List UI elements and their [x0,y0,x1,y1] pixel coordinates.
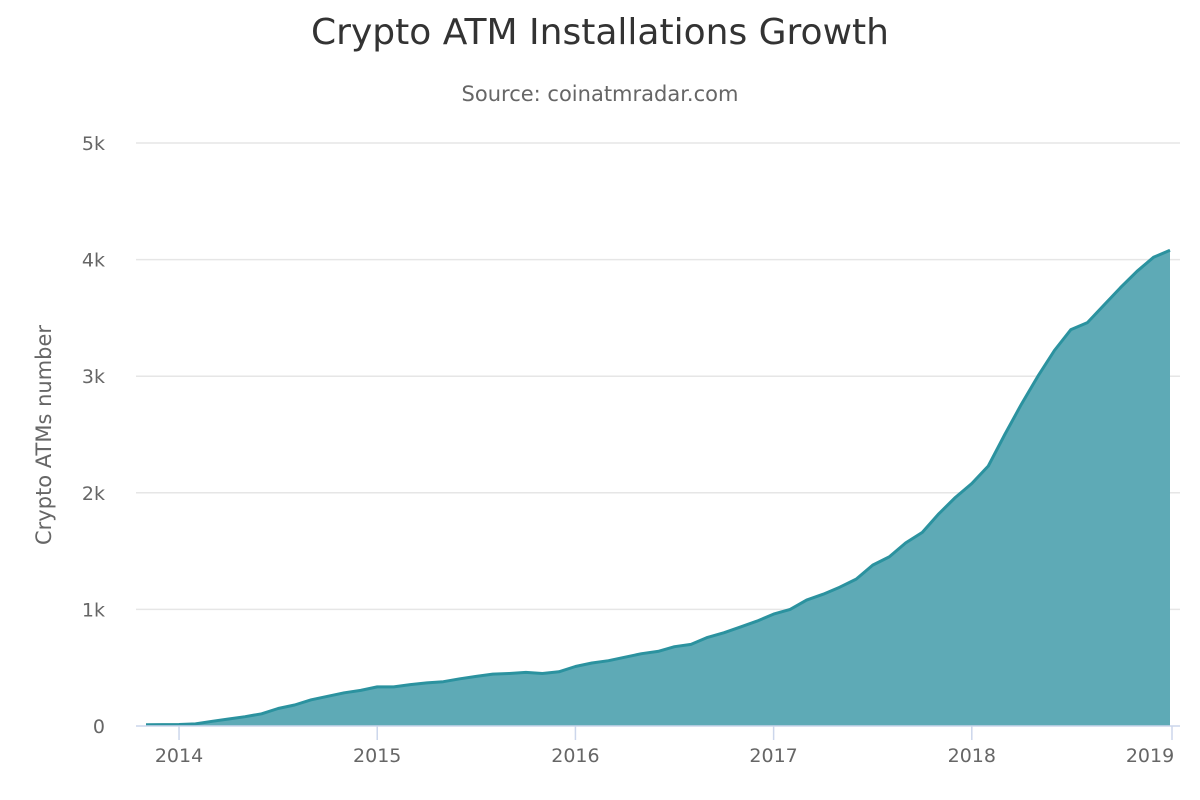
x-tick-label: 2018 [948,745,996,767]
x-tick-label: 2016 [551,745,599,767]
area-fill [146,250,1170,727]
y-tick-label: 1k [82,599,105,621]
x-tick-label: 2015 [353,745,401,767]
y-tick-label: 5k [82,133,105,155]
x-tick-label: 2014 [155,745,203,767]
series-line [145,248,1171,727]
y-tick-label: 2k [82,483,105,505]
chart-title: Crypto ATM Installations Growth [311,12,889,53]
y-tick-label: 4k [82,250,105,272]
y-axis-ticks: 0 1k 2k 3k 4k 5k [82,133,105,738]
chart-subtitle: Source: coinatmradar.com [461,82,739,106]
y-axis-label: Crypto ATMs number [32,325,56,545]
x-axis-ticks: 2014 2015 2016 2017 2018 2019 [155,726,1174,767]
x-tick-label: 2019 [1126,745,1174,767]
y-tick-label: 0 [93,716,105,738]
x-tick-label: 2017 [749,745,797,767]
y-tick-label: 3k [82,366,105,388]
